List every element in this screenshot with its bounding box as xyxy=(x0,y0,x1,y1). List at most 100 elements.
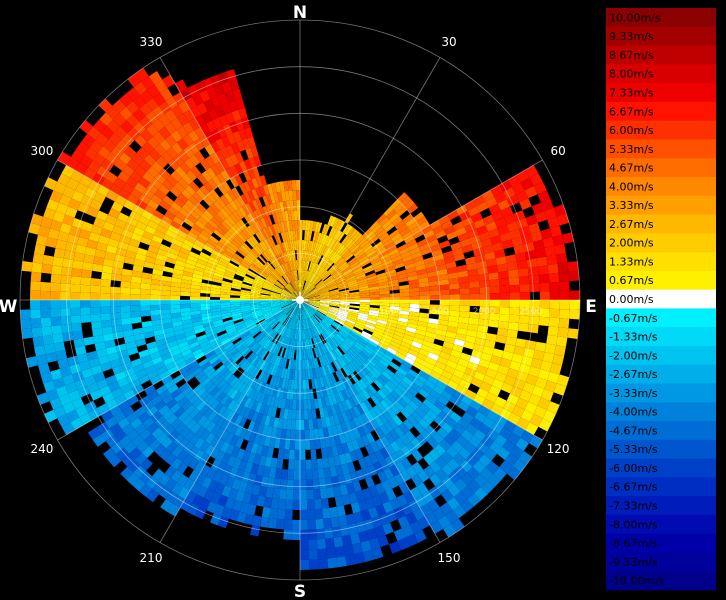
velocity-cell xyxy=(120,383,133,394)
velocity-cell xyxy=(359,304,370,308)
velocity-cell xyxy=(328,226,336,238)
velocity-cell xyxy=(369,294,380,298)
velocity-cell xyxy=(223,342,234,351)
velocity-cell xyxy=(274,323,282,332)
velocity-cell xyxy=(448,315,460,323)
velocity-cell xyxy=(301,339,304,350)
velocity-cell xyxy=(432,365,444,376)
bearing-label: 150 xyxy=(438,551,461,565)
velocity-cell xyxy=(211,342,223,350)
velocity-cell xyxy=(415,329,427,336)
velocity-cell xyxy=(332,229,340,240)
velocity-cell xyxy=(313,326,319,336)
velocity-cell xyxy=(238,128,248,141)
velocity-cell xyxy=(279,181,285,192)
velocity-cell xyxy=(378,313,389,319)
velocity-cell xyxy=(439,294,450,300)
velocity-cell xyxy=(353,382,362,394)
velocity-cell xyxy=(356,276,367,282)
velocity-cell xyxy=(211,413,222,425)
velocity-cell xyxy=(280,297,291,300)
velocity-cell xyxy=(548,272,560,283)
velocity-cell xyxy=(446,326,458,334)
velocity-cell xyxy=(279,408,285,419)
velocity-cell xyxy=(223,357,234,367)
velocity-cell xyxy=(381,370,392,381)
velocity-cell xyxy=(390,390,401,401)
velocity-cell xyxy=(396,269,407,276)
velocity-cell xyxy=(347,363,356,373)
velocity-cell xyxy=(345,213,353,224)
velocity-cell xyxy=(55,349,68,361)
legend-swatch xyxy=(606,421,716,441)
velocity-cell xyxy=(174,357,186,366)
velocity-cell xyxy=(61,324,73,334)
velocity-cell xyxy=(379,290,390,295)
velocity-cell xyxy=(491,210,504,222)
velocity-cell xyxy=(217,350,228,359)
velocity-cell xyxy=(458,210,471,222)
velocity-cell xyxy=(170,220,182,230)
velocity-cell xyxy=(350,297,360,300)
velocity-cell xyxy=(509,228,522,240)
velocity-cell xyxy=(303,309,309,319)
velocity-cell xyxy=(315,325,322,335)
velocity-cell xyxy=(242,361,251,371)
velocity-cell xyxy=(366,233,377,243)
velocity-cell xyxy=(310,449,317,460)
velocity-cell xyxy=(376,247,387,255)
velocity-cell xyxy=(320,355,327,366)
velocity-cell xyxy=(90,307,101,315)
velocity-cell xyxy=(341,235,350,245)
velocity-cell xyxy=(312,327,318,337)
velocity-cell xyxy=(389,464,400,477)
velocity-cell xyxy=(201,111,213,124)
velocity-cell xyxy=(369,337,380,345)
velocity-cell xyxy=(61,165,75,178)
velocity-cell xyxy=(128,238,141,248)
velocity-cell xyxy=(134,423,147,435)
velocity-cell xyxy=(113,158,127,171)
velocity-cell xyxy=(291,220,296,231)
velocity-cell xyxy=(359,302,370,305)
velocity-cell xyxy=(277,266,285,276)
velocity-cell xyxy=(460,429,474,442)
velocity-cell xyxy=(290,419,296,430)
velocity-cell xyxy=(310,348,315,359)
velocity-cell xyxy=(43,343,56,355)
velocity-cell xyxy=(240,331,251,340)
velocity-cell xyxy=(101,272,112,281)
velocity-cell xyxy=(316,283,326,290)
velocity-cell xyxy=(320,321,328,330)
velocity-cell xyxy=(263,339,271,349)
velocity-cell xyxy=(294,309,298,320)
velocity-cell xyxy=(243,429,253,441)
velocity-cell xyxy=(441,422,454,434)
velocity-cell xyxy=(90,364,103,376)
velocity-cell xyxy=(35,354,48,366)
velocity-cell xyxy=(356,437,366,449)
velocity-cell xyxy=(92,434,106,447)
velocity-cell xyxy=(367,277,378,284)
velocity-cell xyxy=(282,263,288,273)
velocity-cell xyxy=(250,377,258,389)
velocity-cell xyxy=(272,223,279,235)
velocity-cell xyxy=(402,376,414,387)
velocity-cell xyxy=(218,114,229,127)
velocity-cell xyxy=(178,100,190,114)
velocity-cell xyxy=(279,347,285,358)
velocity-cell xyxy=(482,346,495,356)
velocity-cell xyxy=(131,270,143,278)
velocity-cell xyxy=(301,280,303,291)
legend-swatch xyxy=(606,26,716,46)
velocity-cell xyxy=(557,262,569,273)
velocity-cell xyxy=(134,406,147,418)
velocity-cell xyxy=(270,295,281,298)
velocity-cell xyxy=(318,558,329,570)
velocity-cell xyxy=(333,485,342,497)
velocity-cell xyxy=(346,350,356,360)
velocity-cell xyxy=(409,300,420,305)
velocity-cell xyxy=(152,481,165,495)
velocity-cell xyxy=(305,240,309,251)
velocity-cell xyxy=(324,375,331,386)
